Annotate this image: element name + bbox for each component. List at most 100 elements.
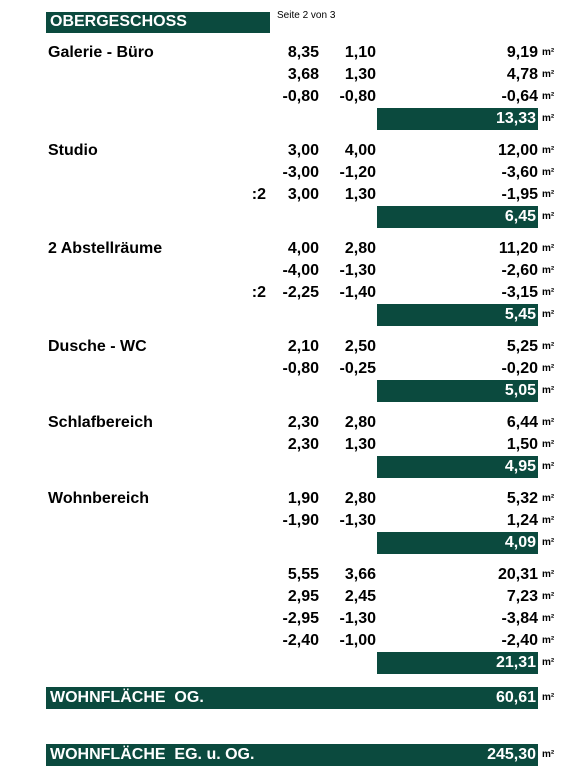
- area: -3,60: [501, 164, 538, 181]
- width: 1,10: [344, 44, 376, 61]
- length: 8,35: [287, 44, 319, 61]
- width: 2,50: [344, 338, 376, 355]
- area: 20,31: [497, 566, 538, 583]
- unit: m²: [542, 69, 555, 80]
- summary-bar: [46, 744, 538, 766]
- area: 12,00: [497, 142, 538, 159]
- area: 7,23: [506, 588, 538, 605]
- header-bar: [46, 12, 270, 33]
- summary-bar: [46, 687, 538, 709]
- divisor: :2: [251, 284, 266, 301]
- area: -1,95: [501, 186, 538, 203]
- length: 5,55: [287, 566, 319, 583]
- subtotal-bar: [377, 108, 538, 130]
- width: 2,80: [344, 240, 376, 257]
- area: 1,24: [506, 512, 538, 529]
- width: -0,25: [339, 360, 376, 377]
- page-number: Seite 2 von 3: [277, 10, 336, 21]
- unit: m²: [542, 243, 555, 254]
- subtotal-bar: [377, 652, 538, 674]
- area: 4,78: [506, 66, 538, 83]
- unit: m²: [542, 167, 555, 178]
- subtotal: 21,31: [495, 654, 536, 671]
- subtotal-bar: [377, 532, 538, 554]
- length: 2,30: [287, 436, 319, 453]
- width: -1,20: [339, 164, 376, 181]
- subtotal: 5,05: [504, 382, 536, 399]
- unit: m²: [542, 635, 555, 646]
- summary-label: WOHNFLÄCHE OG.: [50, 689, 204, 706]
- unit: m²: [542, 265, 555, 276]
- area: -0,20: [501, 360, 538, 377]
- room-label: Galerie - Büro: [48, 44, 154, 61]
- summary-label: WOHNFLÄCHE EG. u. OG.: [50, 746, 255, 763]
- width: -1,00: [339, 632, 376, 649]
- area: 9,19: [506, 44, 538, 61]
- width: 2,80: [344, 414, 376, 431]
- length: 2,10: [287, 338, 319, 355]
- room-label: Wohnbereich: [48, 490, 150, 507]
- area: 5,32: [506, 490, 538, 507]
- length: 2,95: [287, 588, 319, 605]
- unit: m²: [542, 657, 555, 668]
- header-title: OBERGESCHOSS: [50, 13, 187, 30]
- area: -0,64: [501, 88, 538, 105]
- length: -1,90: [282, 512, 319, 529]
- subtotal-bar: [377, 304, 538, 326]
- area: 1,50: [506, 436, 538, 453]
- room-label: 2 Abstellräume: [48, 240, 163, 257]
- area: -3,84: [501, 610, 538, 627]
- unit: m²: [542, 591, 555, 602]
- length: -0,80: [282, 360, 319, 377]
- summary-value: 60,61: [495, 689, 536, 706]
- unit: m²: [542, 461, 555, 472]
- width: 2,80: [344, 490, 376, 507]
- length: -2,25: [282, 284, 319, 301]
- unit: m²: [542, 309, 555, 320]
- unit: m²: [542, 515, 555, 526]
- width: 3,66: [344, 566, 376, 583]
- unit: m²: [542, 113, 555, 124]
- unit: m²: [542, 493, 555, 504]
- unit: m²: [542, 417, 555, 428]
- subtotal-bar: [377, 380, 538, 402]
- unit: m²: [542, 145, 555, 156]
- unit: m²: [542, 189, 555, 200]
- subtotal: 4,95: [504, 458, 536, 475]
- unit: m²: [542, 537, 555, 548]
- area: 11,20: [498, 240, 538, 257]
- subtotal: 4,09: [504, 534, 536, 551]
- width: 4,00: [344, 142, 376, 159]
- unit: m²: [542, 569, 555, 580]
- width: -1,30: [339, 262, 376, 279]
- width: -1,40: [339, 284, 376, 301]
- length: 3,00: [287, 186, 319, 203]
- room-label: Dusche - WC: [48, 338, 147, 355]
- width: 1,30: [344, 186, 376, 203]
- subtotal: 6,45: [504, 208, 536, 225]
- area: -2,40: [501, 632, 538, 649]
- width: 1,30: [344, 436, 376, 453]
- length: 1,90: [287, 490, 319, 507]
- width: -1,30: [339, 512, 376, 529]
- unit: m²: [542, 341, 555, 352]
- subtotal-bar: [377, 206, 538, 228]
- length: 2,30: [287, 414, 319, 431]
- room-label: Schlafbereich: [48, 414, 153, 431]
- divisor: :2: [251, 186, 266, 203]
- subtotal: 13,33: [495, 110, 536, 127]
- unit: m²: [542, 439, 555, 450]
- unit: m²: [542, 91, 555, 102]
- unit: m²: [542, 613, 555, 624]
- unit: m²: [542, 363, 555, 374]
- width: -1,30: [339, 610, 376, 627]
- area: -2,60: [501, 262, 538, 279]
- length: -2,95: [282, 610, 319, 627]
- room-label: Studio: [48, 142, 98, 159]
- unit: m²: [542, 692, 555, 703]
- summary-value: 245,30: [487, 746, 536, 763]
- length: -2,40: [282, 632, 319, 649]
- length: -0,80: [282, 88, 319, 105]
- subtotal: 5,45: [504, 306, 536, 323]
